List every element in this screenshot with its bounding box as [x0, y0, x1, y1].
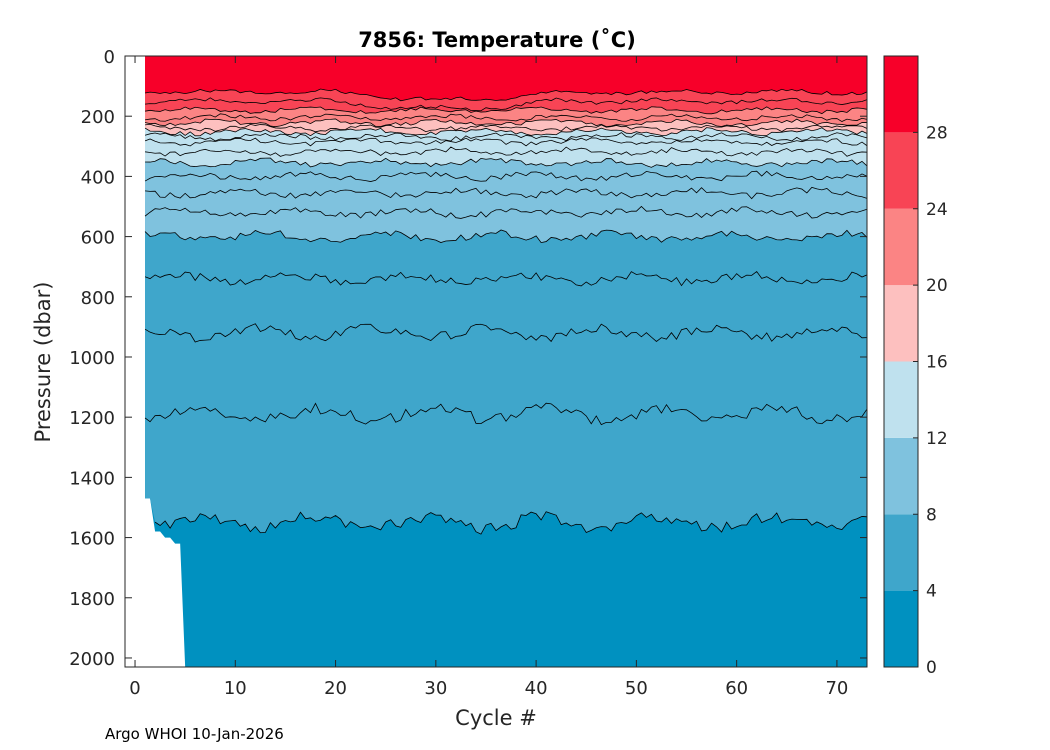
y-tick-label: 0	[104, 47, 115, 68]
x-axis-label: Cycle #	[455, 706, 537, 730]
isotherm-4	[154, 511, 868, 535]
colorbar-block-16	[884, 285, 918, 362]
colorbar-block-24	[884, 132, 918, 209]
colorbar-block-12	[884, 361, 918, 438]
colorbar-block-20	[884, 208, 918, 286]
y-tick-label: 1200	[69, 408, 115, 429]
isotherm-20	[144, 118, 868, 128]
y-axis: 0 200 400 600 800 1000 1200 1400 1600 1800 2000	[69, 47, 867, 670]
x-tick-label: 10	[224, 678, 247, 699]
plot-frame	[124, 55, 868, 668]
colorbar-block-28	[884, 56, 918, 133]
colorbar-blocks	[884, 56, 918, 667]
isotherm-15	[144, 132, 868, 142]
x-tick-label: 20	[324, 678, 347, 699]
colorbar-tick-label: 28	[926, 123, 948, 143]
x-tick-label: 70	[825, 678, 848, 699]
isotherm-26	[145, 97, 868, 112]
y-tick-label: 1800	[69, 589, 115, 610]
contour-bands	[145, 56, 867, 667]
colorbar-tick-label: 0	[926, 658, 937, 678]
isotherm-9	[144, 205, 868, 219]
x-tick-label: 60	[725, 678, 748, 699]
y-tick-label: 600	[81, 228, 115, 249]
x-axis: 0 10 20 30 40 50 60 70	[129, 56, 848, 699]
colorbar-tick-label: 16	[926, 353, 948, 373]
y-axis-label: Pressure (dbar)	[31, 282, 55, 443]
colorbar-tick-label: 4	[926, 582, 937, 602]
isotherm-8	[144, 229, 868, 244]
colorbar-block-0	[884, 590, 918, 667]
x-tick-label: 40	[525, 678, 548, 699]
y-tick-label: 2000	[69, 649, 115, 670]
colorbar-block-4	[884, 514, 918, 591]
isotherm-11	[144, 170, 868, 182]
y-tick-label: 1000	[69, 348, 115, 369]
colorbar-tick-label: 8	[926, 505, 937, 525]
band-above-28	[145, 56, 867, 101]
y-tick-label: 1600	[69, 529, 115, 550]
colorbar-tick-label: 20	[926, 276, 948, 296]
isotherm-22	[144, 113, 868, 123]
y-tick-label: 200	[81, 107, 115, 128]
x-tick-label: 50	[625, 678, 648, 699]
y-tick-label: 1400	[69, 468, 115, 489]
chart-title: 7856: Temperature (˚C)	[358, 28, 636, 52]
x-tick-label: 30	[424, 678, 447, 699]
contour-lines	[144, 88, 868, 535]
y-tick-label: 800	[81, 288, 115, 309]
isotherm-16	[144, 127, 868, 137]
isotherm-18	[145, 123, 868, 133]
isotherm-12	[145, 157, 868, 168]
colorbar: 0 4 8 12 16 20 24 28	[883, 55, 948, 678]
footer-credit: Argo WHOI 10-Jan-2026	[105, 725, 284, 743]
isotherm-10	[145, 186, 868, 200]
isotherm-7	[144, 270, 868, 287]
isotherm-28	[144, 88, 868, 102]
plot-area: 0 10 20 30 40 50 60 70 0 200 400 600 800 1000 1200 140…	[69, 47, 868, 699]
isotherm-14	[144, 137, 868, 147]
isotherm-24	[144, 106, 868, 115]
colorbar-block-8	[884, 437, 918, 515]
x-tick-label: 0	[129, 678, 140, 699]
isotherm-5	[144, 402, 868, 426]
isotherm-13	[144, 146, 868, 157]
isotherm-6	[144, 323, 868, 343]
colorbar-ticks: 0 4 8 12 16 20 24 28	[913, 123, 948, 678]
y-tick-label: 400	[81, 167, 115, 188]
colorbar-tick-label: 12	[926, 429, 948, 449]
colorbar-tick-label: 24	[926, 200, 948, 220]
